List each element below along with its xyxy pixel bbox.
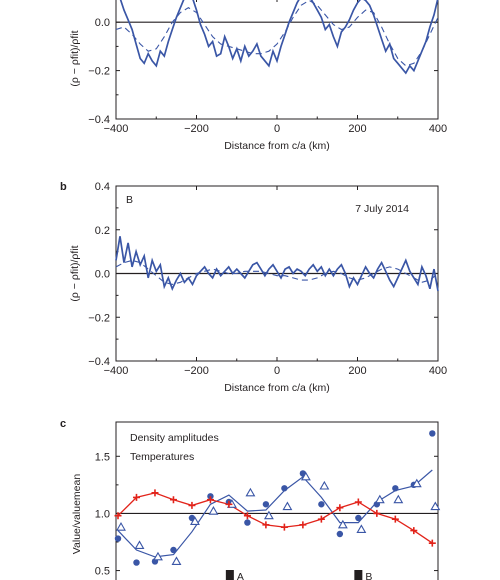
density-point (133, 559, 140, 566)
a-ytick-label: −0.2 (88, 66, 110, 78)
density-triangle-point (337, 519, 348, 529)
temperature-point (225, 500, 233, 508)
temperature-point (206, 496, 214, 504)
panel-b-letter: b (60, 181, 67, 193)
temperature-point (410, 527, 418, 535)
density-triangle-point (263, 510, 274, 520)
a-xtick-label: 0 (274, 123, 280, 135)
b-ytick-label: 0.4 (95, 181, 110, 193)
density-triangle-point (171, 556, 182, 565)
panel-c-letter: c (60, 418, 66, 430)
temperature-point (354, 498, 362, 506)
panel-b-x-axis-title: Distance from c/a (km) (224, 382, 330, 394)
density-point (170, 546, 177, 554)
panel-c-temperature-line (117, 492, 433, 544)
temperature-point (373, 509, 381, 517)
density-triangle-point (430, 501, 441, 511)
panel-a-dashed-series (115, 0, 439, 67)
b-xtick-label: 0 (274, 365, 280, 377)
temperature-point (169, 496, 177, 504)
panel-a-ticks: −400 −200 0 200 400 −0.4 −0.2 0.0 (88, 0, 447, 135)
temperature-point (132, 493, 140, 501)
event-marker-label: B (365, 571, 372, 580)
density-point (392, 485, 399, 492)
c-ytick-label: 0.5 (95, 566, 110, 578)
panel-c-axes-frame (115, 421, 439, 580)
c-ytick-label: 1.0 (95, 508, 110, 520)
density-triangle-point (300, 471, 311, 481)
temperature-point (336, 504, 344, 512)
a-xtick-label: 400 (429, 123, 447, 135)
density-triangle-point (393, 494, 404, 504)
temperature-point (151, 489, 159, 497)
density-triangle-point (208, 506, 219, 515)
a-ytick-label: −0.4 (88, 114, 110, 126)
density-point (114, 535, 122, 542)
panel-a-chart: −400 −200 0 200 400 −0.4 −0.2 0.0 Distance from… (69, 0, 447, 152)
panel-a-x-axis-title: Distance from c/a (km) (224, 140, 330, 152)
event-marker-label: A (237, 571, 244, 580)
density-triangle-point (190, 516, 200, 525)
density-point (429, 430, 436, 437)
b-ytick-label: 0.0 (95, 269, 110, 281)
panel-a-solid-series (119, 0, 439, 75)
density-triangle-point (356, 524, 367, 533)
panel-b-ticks: −400 −200 0 200 400 −0.4 −0.2 0.0 0.2 0.4 (88, 181, 447, 377)
density-point (318, 501, 325, 508)
density-triangle-point (411, 478, 422, 488)
b-xtick-label: −200 (184, 365, 209, 377)
a-xtick-label: 200 (348, 123, 366, 135)
density-triangle-point (245, 487, 256, 497)
panel-c-chart: c 0.5 1.0 1.5 Density amplitudes Temperatu… (60, 418, 441, 580)
panel-b-chart: b −400 −200 0 200 400 −0.4 −0.2 0.0 0.2 0.4 B 7 J… (60, 181, 447, 394)
temperature-point (114, 512, 122, 520)
density-triangle-point (282, 501, 293, 511)
panel-c-legend-temperature: Temperatures (130, 451, 194, 463)
panel-c-legend-density: Density amplitudes (130, 432, 219, 444)
b-xtick-label: 400 (429, 365, 447, 377)
density-point (281, 485, 288, 492)
temperature-point (428, 539, 436, 547)
panel-b-y-axis-title: (ρ − ρfit)/ρfit (69, 245, 81, 301)
density-triangle-point (374, 494, 385, 504)
temperature-point (262, 521, 270, 529)
density-point (336, 530, 344, 538)
panel-c-y-axis-title: Value/valuemean (71, 474, 83, 555)
density-point (355, 514, 362, 522)
panel-c-ticks: 0.5 1.0 1.5 (95, 451, 438, 578)
panel-b-solid-series (115, 236, 439, 292)
density-triangle-point (319, 480, 330, 490)
temperature-point (317, 515, 325, 523)
temperature-point (280, 523, 288, 531)
a-xtick-label: −400 (104, 123, 129, 135)
density-triangle-point (153, 551, 163, 561)
a-xtick-label: −200 (184, 123, 209, 135)
panel-a-y-axis-title: (ρ − ρfit)/ρfit (69, 30, 81, 86)
b-ytick-label: 0.2 (95, 225, 110, 237)
panel-c-data-markers (114, 430, 441, 566)
b-ytick-label: −0.4 (88, 356, 110, 368)
event-marker-square (225, 570, 234, 580)
a-ytick-label: 0.0 (95, 17, 110, 29)
b-ytick-label: −0.2 (88, 312, 110, 324)
b-xtick-label: −400 (104, 365, 129, 377)
c-ytick-label: 1.5 (95, 451, 110, 463)
density-triangle-point (116, 522, 126, 531)
panel-b-inset-label: B (126, 194, 133, 206)
event-marker-square (354, 570, 363, 580)
b-xtick-label: 200 (348, 365, 366, 377)
temperature-point (243, 512, 251, 520)
density-triangle-point (134, 540, 145, 549)
panel-b-date-label: 7 July 2014 (355, 203, 409, 215)
temperature-point (391, 515, 399, 523)
density-point (262, 501, 270, 508)
temperature-point (188, 501, 196, 509)
density-point (244, 519, 251, 526)
temperature-point (299, 521, 307, 529)
